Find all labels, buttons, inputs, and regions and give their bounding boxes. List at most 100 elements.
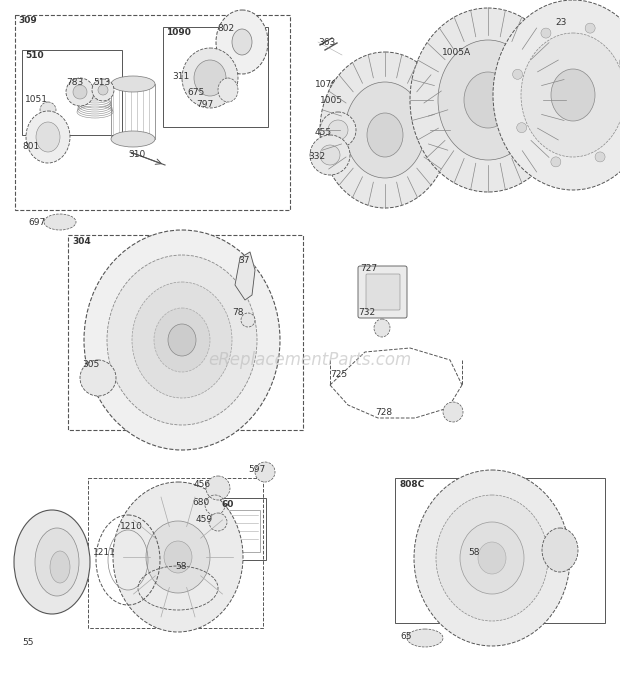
Ellipse shape: [551, 69, 595, 121]
Ellipse shape: [460, 522, 524, 594]
Ellipse shape: [438, 40, 538, 160]
Text: 455: 455: [315, 128, 332, 137]
Ellipse shape: [521, 33, 620, 157]
Text: 1211: 1211: [93, 548, 116, 557]
Text: 1090: 1090: [166, 28, 191, 37]
Ellipse shape: [209, 513, 227, 531]
Text: 732: 732: [358, 308, 375, 317]
Text: 1070: 1070: [315, 80, 338, 89]
Text: 1051: 1051: [25, 95, 48, 104]
Ellipse shape: [182, 48, 238, 108]
Text: 310: 310: [128, 150, 145, 159]
Ellipse shape: [595, 152, 605, 162]
Ellipse shape: [146, 521, 210, 593]
Text: 1005A: 1005A: [442, 48, 471, 57]
Bar: [22, 50, 122, 135]
Ellipse shape: [320, 112, 356, 148]
Ellipse shape: [551, 157, 561, 167]
Text: 65: 65: [400, 632, 412, 641]
Bar: [218, 498, 266, 560]
Text: 311: 311: [172, 72, 189, 81]
Ellipse shape: [206, 476, 230, 500]
Ellipse shape: [111, 76, 155, 92]
Ellipse shape: [367, 113, 403, 157]
FancyBboxPatch shape: [358, 266, 407, 318]
Ellipse shape: [310, 135, 350, 175]
Ellipse shape: [92, 79, 114, 101]
Ellipse shape: [464, 72, 512, 128]
Text: 697: 697: [28, 218, 45, 227]
Text: 675: 675: [187, 88, 204, 97]
Text: 304: 304: [72, 237, 91, 246]
Text: 78: 78: [232, 308, 244, 317]
Text: 363: 363: [318, 38, 335, 47]
Ellipse shape: [111, 131, 155, 147]
Text: 58: 58: [468, 548, 479, 557]
Ellipse shape: [164, 541, 192, 573]
Bar: [111, 84, 155, 139]
Bar: [68, 235, 303, 430]
Text: 808C: 808C: [399, 480, 424, 489]
Text: eReplacementParts.com: eReplacementParts.com: [208, 351, 412, 369]
Bar: [15, 15, 290, 210]
Ellipse shape: [113, 482, 243, 632]
Text: 728: 728: [375, 408, 392, 417]
Text: 680: 680: [192, 498, 210, 507]
Ellipse shape: [26, 111, 70, 163]
Text: 801: 801: [22, 142, 39, 151]
Ellipse shape: [98, 85, 108, 95]
Text: 305: 305: [82, 360, 99, 369]
Ellipse shape: [35, 528, 79, 596]
Ellipse shape: [107, 255, 257, 425]
Bar: [163, 27, 268, 127]
Text: 783: 783: [66, 78, 83, 87]
Ellipse shape: [50, 551, 70, 583]
Text: 23: 23: [555, 18, 567, 27]
Text: 802: 802: [217, 24, 234, 33]
Ellipse shape: [407, 629, 443, 647]
Ellipse shape: [232, 29, 252, 55]
Ellipse shape: [320, 52, 450, 208]
Text: 1210: 1210: [120, 522, 143, 531]
Ellipse shape: [44, 214, 76, 230]
Ellipse shape: [255, 462, 275, 482]
Ellipse shape: [66, 78, 94, 106]
Ellipse shape: [154, 308, 210, 372]
Ellipse shape: [410, 8, 566, 192]
Polygon shape: [235, 252, 255, 300]
Ellipse shape: [84, 230, 280, 450]
Bar: [224, 510, 260, 552]
Ellipse shape: [542, 528, 578, 572]
Text: 456: 456: [194, 480, 211, 489]
Ellipse shape: [493, 0, 620, 190]
Ellipse shape: [330, 78, 350, 98]
Ellipse shape: [168, 324, 196, 356]
Ellipse shape: [443, 402, 463, 422]
Ellipse shape: [320, 145, 340, 165]
Text: 37: 37: [238, 256, 249, 265]
Text: 60: 60: [222, 500, 234, 509]
Ellipse shape: [328, 120, 348, 140]
Ellipse shape: [513, 69, 523, 79]
Text: 309: 309: [18, 16, 37, 25]
Ellipse shape: [40, 102, 56, 118]
Text: 797: 797: [196, 100, 213, 109]
Ellipse shape: [73, 85, 87, 99]
Text: 510: 510: [25, 51, 43, 60]
Ellipse shape: [216, 10, 268, 74]
Ellipse shape: [36, 122, 60, 152]
Ellipse shape: [345, 82, 425, 178]
Text: 513: 513: [93, 78, 110, 87]
Ellipse shape: [585, 23, 595, 33]
Ellipse shape: [436, 495, 548, 621]
Ellipse shape: [516, 123, 527, 132]
Ellipse shape: [619, 58, 620, 67]
Ellipse shape: [194, 60, 226, 96]
Ellipse shape: [14, 510, 90, 614]
Ellipse shape: [241, 313, 255, 327]
Text: 597: 597: [248, 465, 265, 474]
Ellipse shape: [414, 470, 570, 646]
Ellipse shape: [218, 78, 238, 102]
Text: 459: 459: [196, 515, 213, 524]
Bar: [88, 478, 263, 628]
